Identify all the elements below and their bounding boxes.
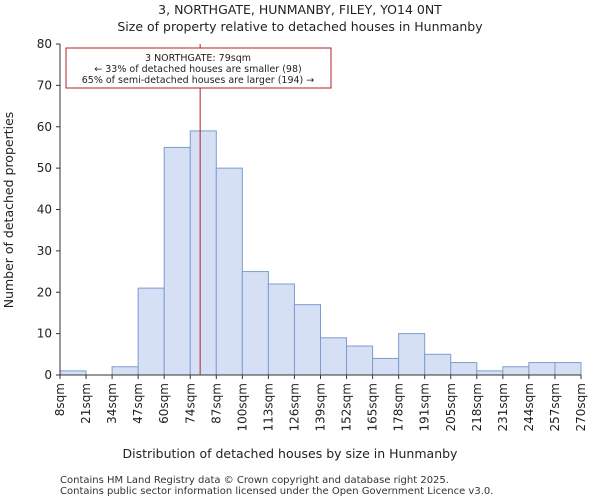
bar-8sqm: [59, 370, 87, 376]
footer-line-1: Contains HM Land Registry data © Crown c…: [60, 475, 449, 486]
y-tick-label: 50: [37, 161, 52, 175]
bar-257sqm: [554, 362, 582, 376]
chart-title: 3, NORTHGATE, HUNMANBY, FILEY, YO14 0NT: [158, 2, 442, 17]
bar-244sqm: [528, 362, 556, 376]
bar-205sqm: [450, 362, 478, 376]
annotation-box: [65, 47, 332, 89]
y-tick-label: 70: [37, 78, 52, 92]
x-tick-label: 47sqm: [131, 383, 145, 424]
x-tick-label: 34sqm: [105, 383, 119, 424]
x-tick-label: 74sqm: [183, 383, 197, 424]
bar-100sqm: [241, 271, 269, 376]
y-tick-label: 60: [37, 120, 52, 134]
bar-74sqm: [189, 130, 217, 376]
bar-47sqm: [137, 287, 165, 376]
bar-60sqm: [163, 146, 191, 376]
x-tick-label: 100sqm: [235, 383, 249, 431]
bar-218sqm: [476, 370, 504, 376]
x-tick-label: 113sqm: [261, 383, 275, 431]
y-tick-label: 0: [44, 368, 52, 382]
bar-34sqm: [111, 366, 139, 376]
x-axis-ticks: 8sqm 21sqm 34sqm 47sqm 60sqm 74sqm 87sqm 100sqm…: [53, 375, 588, 431]
y-tick-label: 20: [37, 285, 52, 299]
bar-191sqm: [424, 353, 452, 376]
bar-113sqm: [267, 283, 295, 376]
bar-165sqm: [372, 357, 400, 376]
y-tick-label: 10: [37, 327, 52, 341]
x-tick-label: 244sqm: [522, 383, 536, 431]
bar-87sqm: [215, 167, 243, 376]
x-tick-label: 60sqm: [157, 383, 171, 424]
bars-group: [59, 130, 582, 376]
y-tick-label: 30: [37, 244, 52, 258]
bar-178sqm: [398, 333, 426, 376]
x-tick-label: 8sqm: [53, 383, 67, 416]
footer-line-2: Contains public sector information licen…: [60, 486, 493, 497]
bar-231sqm: [502, 366, 530, 376]
x-tick-label: 126sqm: [287, 383, 301, 431]
bar-126sqm: [293, 304, 322, 376]
annotation-line-3: 65% of semi-detached houses are larger (…: [82, 75, 315, 86]
y-tick-label: 40: [37, 203, 52, 217]
annotation-line-1: 3 NORTHGATE: 79sqm: [145, 53, 251, 64]
x-tick-label: 139sqm: [314, 383, 328, 431]
y-tick-label: 80: [37, 37, 52, 51]
annotation-line-2: ← 33% of detached houses are smaller (98…: [94, 64, 301, 75]
bar-139sqm: [320, 337, 348, 376]
x-tick-label: 231sqm: [496, 383, 510, 431]
marker-annotation: 3 NORTHGATE: 79sqm ← 33% of detached hou…: [65, 47, 332, 89]
x-tick-label: 205sqm: [444, 383, 458, 431]
x-tick-label: 152sqm: [340, 383, 354, 431]
x-tick-label: 191sqm: [418, 383, 432, 431]
x-tick-label: 178sqm: [392, 383, 406, 431]
y-axis-label: Number of detached properties: [1, 112, 16, 309]
x-tick-label: 165sqm: [366, 383, 380, 431]
bar-152sqm: [346, 345, 374, 376]
x-tick-label: 21sqm: [79, 383, 93, 424]
x-tick-label: 270sqm: [574, 383, 588, 431]
x-tick-label: 257sqm: [548, 383, 562, 431]
x-tick-label: 218sqm: [470, 383, 484, 431]
x-tick-label: 87sqm: [209, 383, 223, 424]
y-axis-ticks: 0 10 20 30 40 50 60 70 80: [37, 37, 60, 382]
chart-subtitle: Size of property relative to detached ho…: [117, 19, 483, 34]
x-axis-label: Distribution of detached houses by size …: [123, 446, 459, 461]
